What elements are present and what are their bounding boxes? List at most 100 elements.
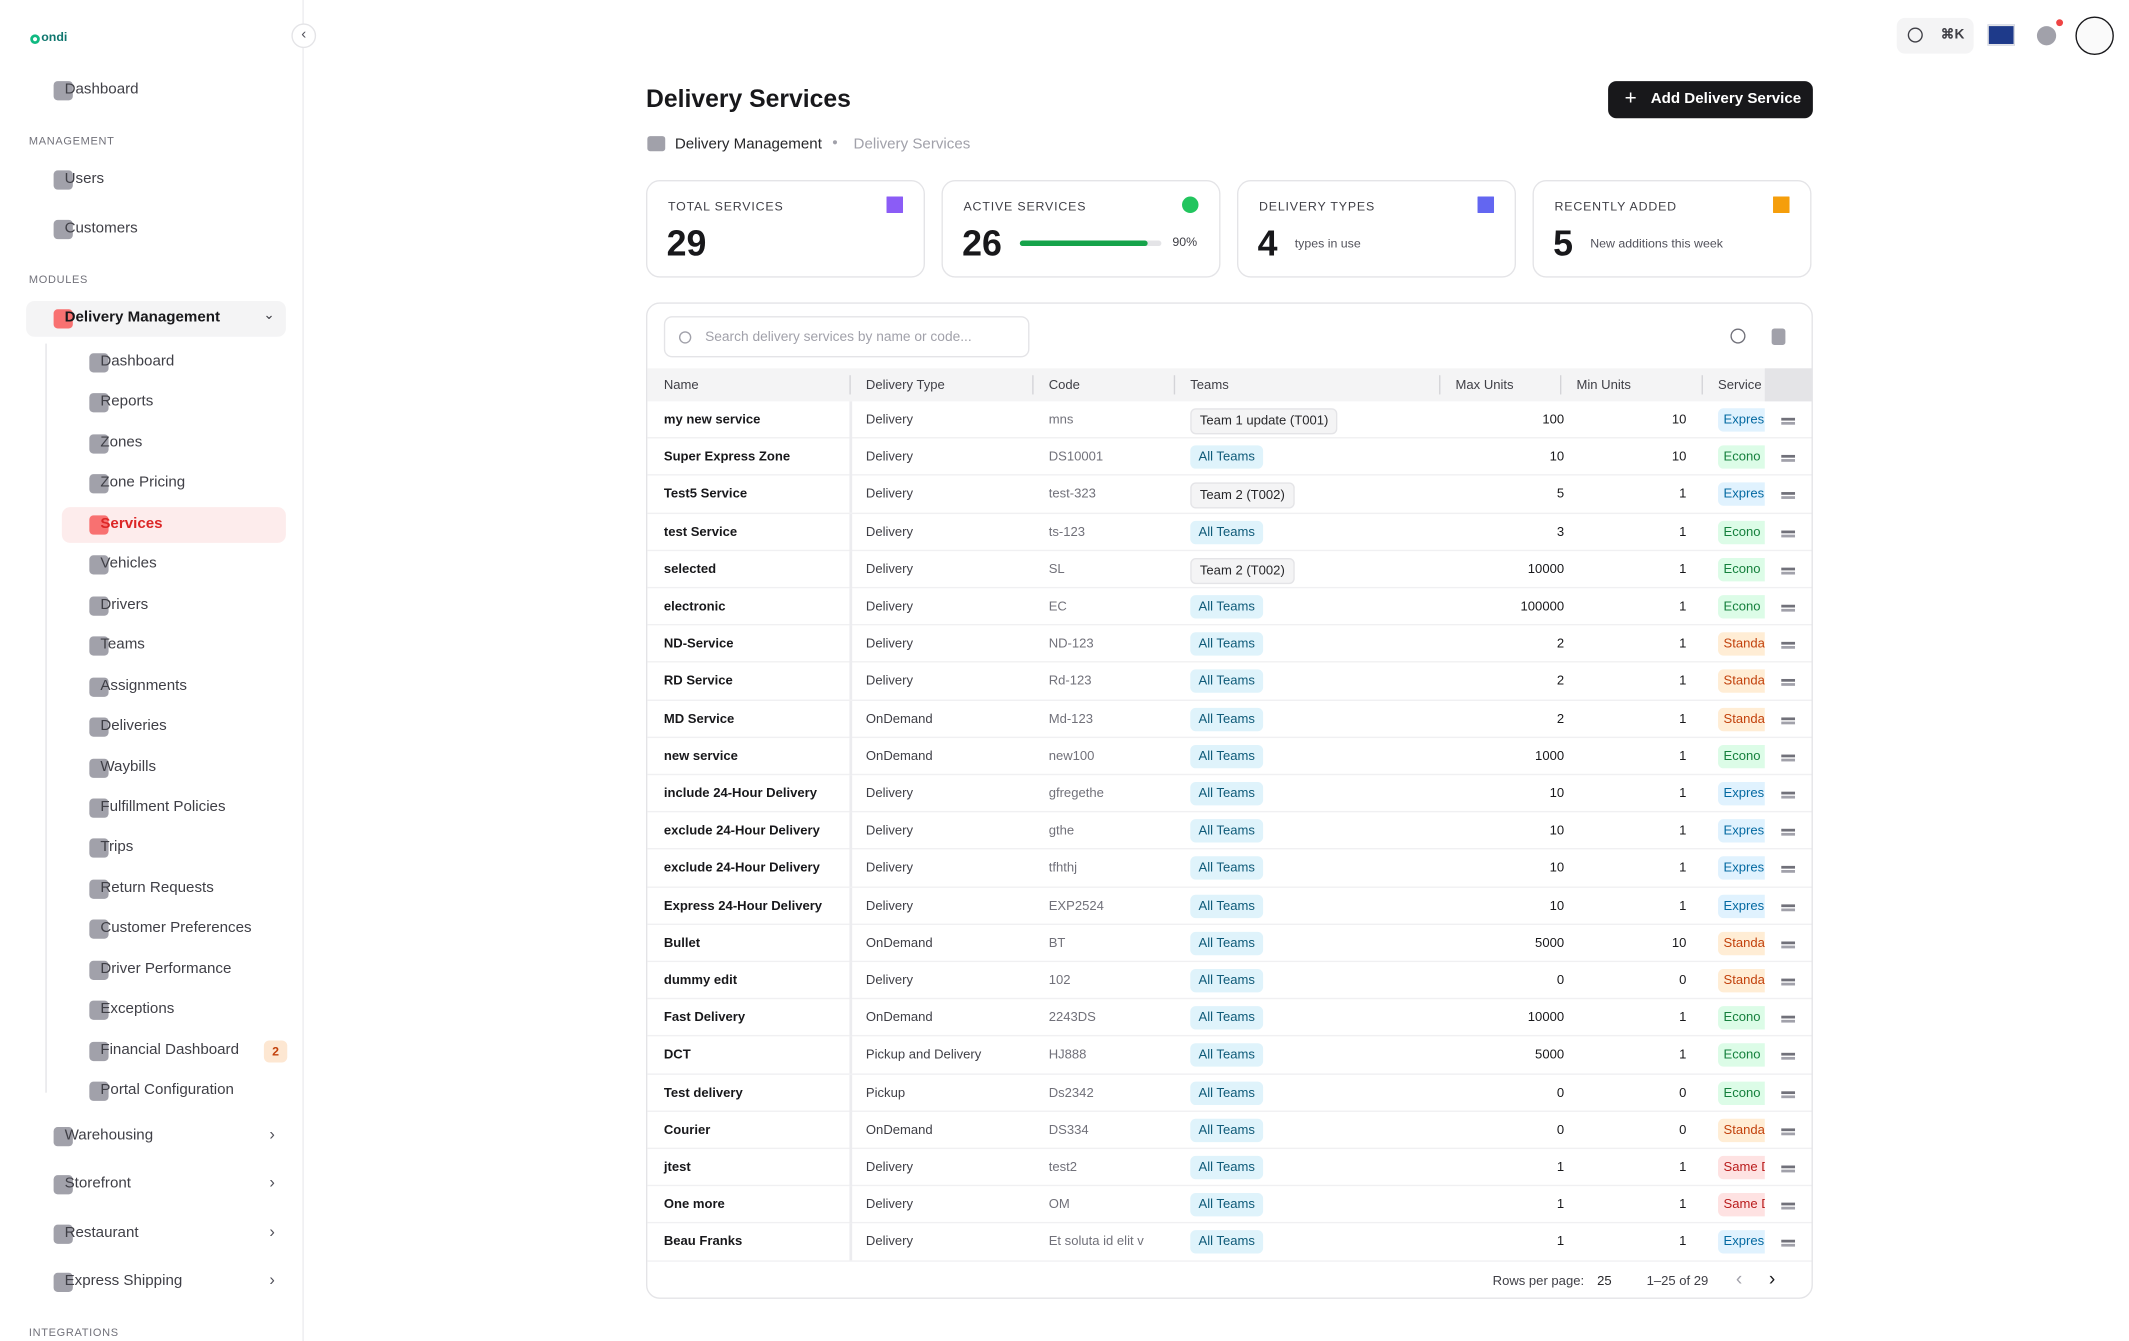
nav-icon xyxy=(89,677,109,697)
nav-item[interactable]: Zones xyxy=(62,426,286,462)
breadcrumb[interactable]: Delivery Management xyxy=(674,136,822,153)
cell-code: HJ888 xyxy=(1048,1047,1087,1063)
row-action[interactable] xyxy=(1781,1090,1796,1094)
team-badge: All Teams xyxy=(1190,632,1264,656)
row-action[interactable] xyxy=(1781,866,1796,870)
cell-min: 1 xyxy=(1679,711,1687,727)
add-button[interactable]: + Add Delivery Service xyxy=(1608,81,1813,119)
nav-item[interactable]: Teams xyxy=(62,628,286,664)
row-action[interactable] xyxy=(1781,1128,1796,1131)
nav-item[interactable]: Warehousing › xyxy=(26,1119,286,1155)
cell-name: Test delivery xyxy=(663,1085,743,1101)
row-action[interactable] xyxy=(1781,791,1796,795)
service-badge: Expres xyxy=(1718,856,1765,881)
search-input[interactable]: Search delivery services by name or code… xyxy=(663,316,1030,358)
nav-item[interactable]: Express Shipping › xyxy=(26,1264,286,1300)
search-shortcut[interactable]: ⌘K xyxy=(1896,17,1974,54)
service-badge: Standa xyxy=(1718,931,1765,955)
row-action[interactable] xyxy=(1781,1015,1796,1019)
nav-item[interactable]: Waybills xyxy=(62,750,286,786)
nav-item[interactable]: Delivery Management ⌄ xyxy=(26,301,286,337)
sticky-divider xyxy=(849,924,853,962)
row-action[interactable] xyxy=(1781,529,1796,533)
column-header: Delivery Type xyxy=(865,377,945,394)
refresh-button[interactable] xyxy=(1730,328,1746,344)
nav-item[interactable]: Return Requests xyxy=(62,871,286,907)
row-action[interactable] xyxy=(1781,455,1796,458)
rows-select[interactable]: 25 xyxy=(1597,1274,1612,1290)
language-flag[interactable] xyxy=(1987,24,2015,46)
row-action[interactable] xyxy=(1781,492,1796,496)
nav-item[interactable]: Customer Preferences xyxy=(62,912,286,948)
table-row: my new service Delivery mns Team 1 update (… xyxy=(647,401,1812,439)
nav-label: Drivers xyxy=(100,596,149,613)
nav-item[interactable]: Users xyxy=(26,162,286,198)
cell-code: OM xyxy=(1048,1197,1070,1213)
nav-item[interactable]: Deliveries xyxy=(62,709,286,745)
service-badge: Same D xyxy=(1718,1155,1765,1180)
next-page[interactable]: › xyxy=(1768,1267,1776,1290)
nav-item[interactable]: Dashboard xyxy=(26,73,286,109)
nav-item[interactable]: Fulfillment Policies xyxy=(62,790,286,826)
nav-label: Trips xyxy=(100,838,134,856)
cell-type: Delivery xyxy=(865,1234,914,1250)
nav-item[interactable]: Portal Configuration xyxy=(62,1074,286,1110)
service-badge: Expres xyxy=(1718,819,1765,843)
row-action[interactable] xyxy=(1781,642,1796,645)
row-action[interactable] xyxy=(1781,754,1796,758)
row-action[interactable] xyxy=(1781,716,1796,720)
service-badge: Econo xyxy=(1718,744,1765,769)
avatar[interactable] xyxy=(2075,16,2114,55)
cell-type: Delivery xyxy=(865,823,914,839)
row-action[interactable] xyxy=(1781,1202,1796,1206)
collapse-button[interactable]: ‹ xyxy=(291,23,317,49)
cell-type: Delivery xyxy=(865,1197,914,1213)
nav-item[interactable]: Trips xyxy=(62,831,286,867)
nav-item[interactable]: Dashboard xyxy=(62,345,286,381)
team-badge: All Teams xyxy=(1190,744,1264,769)
progress-track xyxy=(1019,240,1162,247)
nav-item[interactable]: Restaurant › xyxy=(26,1216,286,1252)
row-action[interactable] xyxy=(1781,679,1796,683)
cell-max: 10 xyxy=(1549,860,1565,877)
nav-item[interactable]: Financial Dashboard 2 xyxy=(62,1033,288,1069)
nav-icon xyxy=(89,1000,109,1021)
table-card: Search delivery services by name or code… xyxy=(645,302,1813,1299)
row-action[interactable] xyxy=(1781,1240,1796,1244)
nav-item[interactable]: Zone Pricing xyxy=(62,466,286,502)
row-action[interactable] xyxy=(1781,903,1796,907)
team-badge: All Teams xyxy=(1190,1043,1264,1068)
nav-item[interactable]: Customers xyxy=(26,212,286,248)
nav-icon xyxy=(89,838,109,859)
settings-icon[interactable] xyxy=(2036,26,2057,46)
cell-code: 2243DS xyxy=(1048,1010,1096,1026)
row-action[interactable] xyxy=(1781,1165,1796,1169)
team-badge: All Teams xyxy=(1190,707,1264,731)
nav-item[interactable]: Drivers xyxy=(62,588,286,624)
row-action[interactable] xyxy=(1781,1053,1796,1057)
row-action[interactable] xyxy=(1781,829,1796,832)
nav-item[interactable]: Driver Performance xyxy=(62,952,286,988)
stat-percent: 90% xyxy=(1172,235,1198,249)
cell-code: SL xyxy=(1048,561,1065,577)
column-divider xyxy=(1173,375,1176,395)
nav-label: Waybills xyxy=(100,758,157,775)
export-button[interactable] xyxy=(1771,328,1786,345)
row-action[interactable] xyxy=(1781,978,1796,982)
nav-item[interactable]: Storefront › xyxy=(26,1167,286,1203)
section-label: MANAGEMENT xyxy=(28,134,115,148)
nav-icon xyxy=(89,717,109,737)
nav-item[interactable]: Exceptions xyxy=(62,993,286,1029)
nav-item[interactable]: Assignments xyxy=(62,669,286,705)
row-action[interactable] xyxy=(1781,417,1796,421)
progress-bar xyxy=(1019,240,1148,247)
row-action[interactable] xyxy=(1781,604,1796,608)
nav-item[interactable]: Services xyxy=(61,506,286,543)
prev-page[interactable]: ‹ xyxy=(1735,1267,1743,1290)
row-action[interactable] xyxy=(1781,567,1796,571)
nav-item[interactable]: Reports xyxy=(62,385,286,421)
column-header: Name xyxy=(663,377,699,394)
row-action[interactable] xyxy=(1781,941,1796,944)
nav-item[interactable]: Vehicles xyxy=(62,547,286,583)
cell-min: 1 xyxy=(1679,674,1687,690)
